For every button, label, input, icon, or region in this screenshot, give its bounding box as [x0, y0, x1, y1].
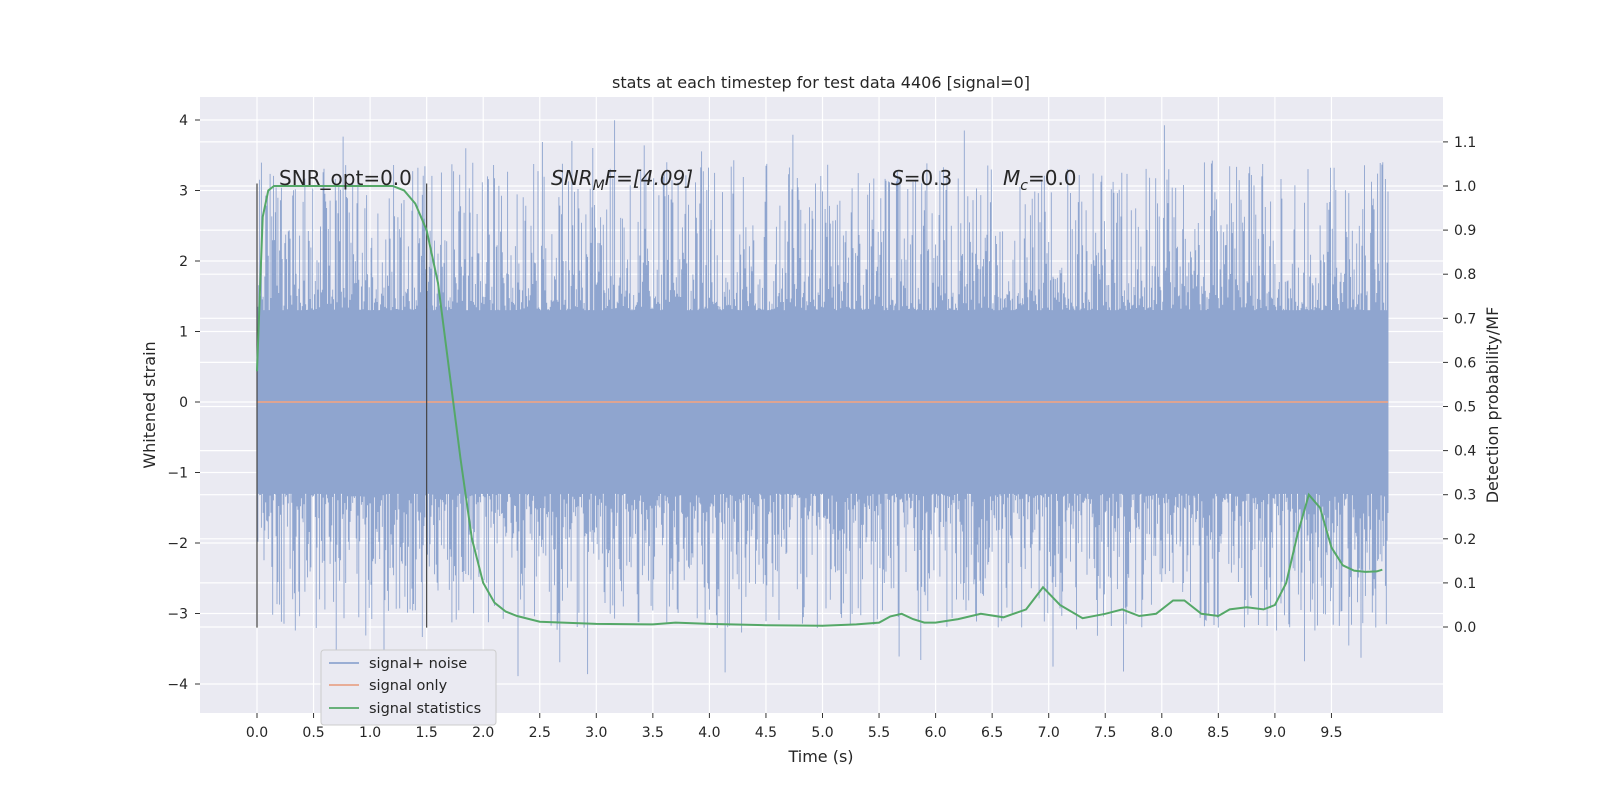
vertical-markers: [256, 183, 428, 628]
x-tick-label: 7.0: [1038, 725, 1060, 741]
y-right-tick-label: 0.4: [1454, 444, 1476, 460]
y-left-tick-label: −2: [167, 536, 188, 552]
x-axis-label: Time (s): [787, 747, 853, 766]
x-tick-label: 2.0: [472, 725, 494, 741]
x-tick-label: 0.5: [302, 725, 324, 741]
y-right-tick-labels: 0.0 0.1 0.2 0.3 0.4 0.5 0.6 0.7 0.8 0.9 1.0 1.1: [1443, 135, 1476, 636]
x-tick-label: 3.5: [642, 725, 664, 741]
y-right-tick-label: 0.9: [1454, 223, 1476, 239]
y-left-tick-label: −4: [167, 677, 188, 693]
x-tick-label: 8.5: [1207, 725, 1229, 741]
y-left-tick-label: 3: [179, 184, 188, 200]
x-tick-label: 9.0: [1264, 725, 1286, 741]
x-tick-label: 9.5: [1320, 725, 1342, 741]
x-tick-label: 1.0: [359, 725, 381, 741]
y-right-tick-label: 0.7: [1454, 311, 1476, 327]
legend-label-signal-noise: signal+ noise: [369, 656, 467, 672]
y-left-tick-label: 0: [179, 395, 188, 411]
x-tick-label: 1.5: [416, 725, 438, 741]
y-left-axis-label: Whitened strain: [140, 341, 159, 468]
y-left-tick-label: 1: [179, 325, 188, 341]
annotation-s: S=0.3: [891, 166, 952, 190]
y-right-tick-label: 0.8: [1454, 267, 1476, 283]
x-tick-label: 8.0: [1151, 725, 1173, 741]
x-tick-label: 5.0: [811, 725, 833, 741]
y-right-tick-label: 1.1: [1454, 135, 1476, 151]
annotation-snr-opt: SNR_opt=0.0: [279, 166, 412, 190]
y-right-tick-label: 0.5: [1454, 400, 1476, 416]
legend-label-signal-statistics: signal statistics: [369, 701, 481, 717]
x-tick-label: 5.5: [868, 725, 890, 741]
x-tick-label: 3.0: [585, 725, 607, 741]
y-left-tick-label: 4: [179, 113, 188, 129]
y-left-tick-label: −1: [167, 466, 188, 482]
y-right-tick-label: 0.6: [1454, 355, 1476, 371]
x-tick-label: 4.5: [755, 725, 777, 741]
x-tick-label: 4.0: [698, 725, 720, 741]
legend-label-signal-only: signal only: [369, 678, 448, 694]
x-tick-label: 6.0: [924, 725, 946, 741]
x-tick-labels: 0.0 0.5 1.0 1.5 2.0 2.5 3.0 3.5 4.0 4.5 5.0 5.5 6.0 6…: [246, 713, 1343, 741]
chart-title: stats at each timestep for test data 440…: [612, 73, 1030, 92]
x-tick-label: 6.5: [981, 725, 1003, 741]
y-right-axis-label: Detection probability/MF: [1483, 307, 1502, 504]
y-right-tick-label: 0.0: [1454, 620, 1476, 636]
signal-statistics-line: [256, 185, 1383, 627]
y-left-tick-label: −3: [167, 607, 188, 623]
x-tick-label: 2.5: [529, 725, 551, 741]
y-right-tick-label: 0.2: [1454, 532, 1476, 548]
y-left-tick-label: 2: [179, 254, 188, 270]
annotation-snr-mf: SNRMF=[4.09]: [551, 166, 693, 194]
annotation-mc: Mc=0.0: [1003, 166, 1077, 194]
x-tick-label: 7.5: [1094, 725, 1116, 741]
legend: signal+ noise signal only signal statist…: [320, 649, 497, 726]
y-right-tick-label: 0.3: [1454, 488, 1476, 504]
y-left-tick-labels: −4 −3 −2 −1 0 1 2 3 4: [167, 113, 200, 693]
y-right-tick-label: 0.1: [1454, 576, 1476, 592]
y-right-tick-label: 1.0: [1454, 179, 1476, 195]
legend-box: [320, 649, 497, 726]
x-tick-label: 0.0: [246, 725, 268, 741]
signal-statistics-series: [256, 185, 1383, 627]
